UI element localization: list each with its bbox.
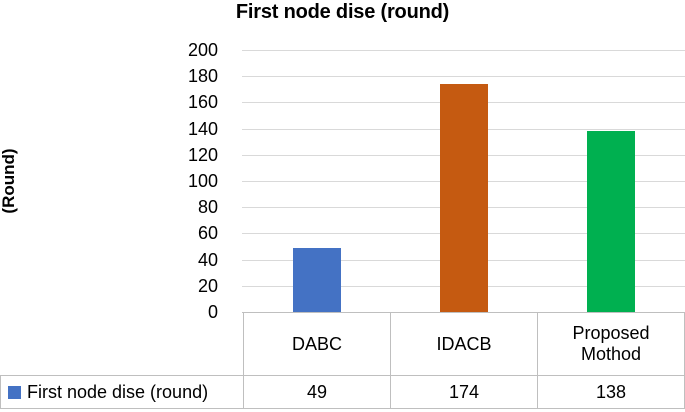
series-value-row: First node dise (round) 49 174 138 (0, 375, 685, 409)
column-header-label: DABC (291, 333, 342, 354)
chart-title: First node dise (round) (235, 1, 450, 23)
data-table: DABC IDACB Proposed Mothod First node di… (0, 313, 685, 409)
legend-cell: First node dise (round) (0, 375, 243, 409)
column-header-label: IDACB (436, 333, 492, 354)
y-tick-label: 60 (197, 223, 218, 243)
bar-idacb (440, 84, 488, 312)
column-header-idacb: IDACB (390, 313, 537, 375)
y-tick-label: 100 (187, 171, 218, 191)
gridline (242, 76, 685, 77)
y-tick-label: 160 (187, 92, 218, 112)
value-cell-idacb: 174 (390, 375, 537, 409)
y-tick-label: 120 (187, 145, 218, 165)
legend-marker-icon (8, 385, 21, 399)
column-header-label: Proposed Mothod (572, 323, 650, 364)
column-header-proposed-mothod: Proposed Mothod (537, 313, 685, 375)
plot-area (242, 50, 685, 313)
legend-label: First node dise (round) (27, 381, 209, 402)
bar-proposed-mothod (587, 131, 635, 312)
category-header-row: DABC IDACB Proposed Mothod (0, 313, 685, 375)
value-cell-dabc: 49 (243, 375, 390, 409)
y-tick-label: 140 (187, 119, 218, 139)
y-tick-label: 40 (197, 250, 218, 270)
y-tick-label: 20 (197, 276, 218, 296)
y-tick-label: 200 (187, 40, 218, 60)
y-tick-label: 80 (197, 197, 218, 217)
column-header-dabc: DABC (243, 313, 390, 375)
gridline (242, 50, 685, 51)
y-axis-title: (Round) (0, 148, 18, 214)
table-corner-spacer (0, 313, 243, 375)
bar-dabc (293, 248, 341, 312)
y-tick-label: 180 (187, 66, 218, 86)
value-cell-proposed-mothod: 138 (537, 375, 685, 409)
y-tick-label: 0 (207, 302, 218, 322)
